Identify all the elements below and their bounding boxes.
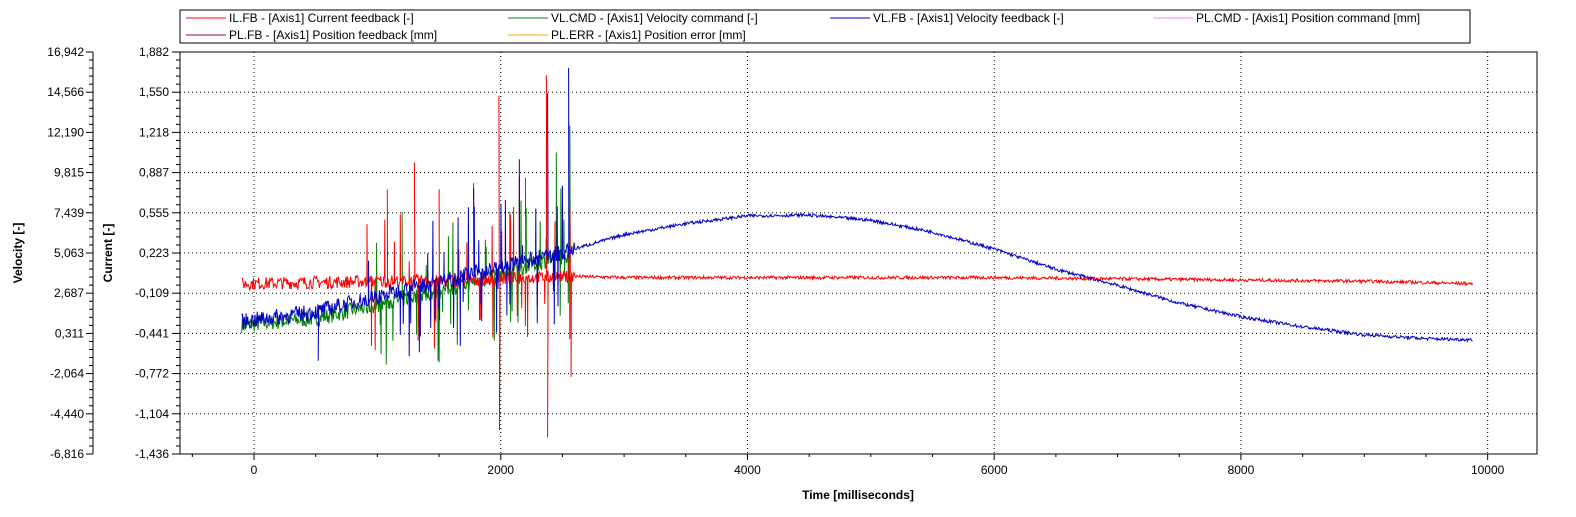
x-tick-label: 2000 — [487, 463, 514, 477]
legend-item: PL.FB - [Axis1] Position feedback [mm] — [186, 28, 437, 42]
current-tick-label: -0,109 — [135, 286, 169, 300]
series-line — [241, 125, 572, 431]
x-tick-label: 8000 — [1228, 463, 1255, 477]
legend: IL.FB - [Axis1] Current feedback [-] VL.… — [179, 9, 1471, 44]
current-tick-label: 0,555 — [139, 206, 169, 220]
legend-item: PL.CMD - [Axis1] Position command [mm] — [1153, 11, 1420, 25]
current-axis-title: Current [-] — [101, 224, 115, 283]
x-tick-label: 0 — [251, 463, 258, 477]
x-axis-title: Time [milliseconds] — [802, 488, 914, 502]
x-tick-label: 6000 — [981, 463, 1008, 477]
velocity-tick-label: -2,064 — [50, 367, 84, 381]
velocity-tick-label: 12,190 — [47, 125, 84, 139]
series-layer — [241, 67, 1474, 438]
current-tick-label: -1,436 — [135, 447, 169, 461]
current-tick-label: 1,882 — [139, 45, 169, 59]
current-tick-label: 0,887 — [139, 166, 169, 180]
legend-item: VL.FB - [Axis1] Velocity feedback [-] — [830, 11, 1064, 25]
current-tick-label: 1,218 — [139, 125, 169, 139]
velocity-tick-label: 7,439 — [54, 206, 84, 220]
velocity-tick-label: 2,687 — [54, 286, 84, 300]
velocity-tick-label: 0,311 — [55, 326, 84, 340]
legend-item: VL.CMD - [Axis1] Velocity command [-] — [508, 11, 758, 25]
velocity-axis-title: Velocity [-] — [11, 223, 25, 284]
current-tick-label: -0,772 — [135, 367, 169, 381]
velocity-tick-label: -4,440 — [50, 407, 84, 421]
legend-label: PL.CMD - [Axis1] Position command [mm] — [1196, 11, 1420, 25]
x-tick-label: 10000 — [1471, 463, 1505, 477]
legend-label: VL.FB - [Axis1] Velocity feedback [-] — [873, 11, 1064, 25]
legend-item: IL.FB - [Axis1] Current feedback [-] — [186, 11, 414, 25]
current-tick-label: 1,550 — [139, 85, 169, 99]
legend-box — [179, 9, 1471, 44]
current-tick-label: -1,104 — [135, 407, 169, 421]
current-tick-label: 0,223 — [139, 246, 169, 260]
legend-item: PL.ERR - [Axis1] Position error [mm] — [508, 28, 746, 42]
velocity-tick-label: 16,942 — [47, 45, 84, 59]
x-tick-label: 4000 — [734, 463, 761, 477]
series-line — [241, 67, 1473, 361]
current-tick-label: -0,441 — [135, 326, 169, 340]
velocity-tick-label: -6,816 — [50, 447, 84, 461]
velocity-tick-label: 5,063 — [54, 246, 84, 260]
velocity-tick-label: 14,566 — [47, 85, 84, 99]
legend-label: PL.FB - [Axis1] Position feedback [mm] — [229, 28, 437, 42]
legend-label: PL.ERR - [Axis1] Position error [mm] — [551, 28, 746, 42]
legend-label: VL.CMD - [Axis1] Velocity command [-] — [551, 11, 758, 25]
series-line — [241, 75, 1474, 438]
axes: 16,942 1,882 14,566 1,550 12,190 1,218 9,815 0,… — [47, 45, 1504, 477]
legend-label: IL.FB - [Axis1] Current feedback [-] — [229, 11, 414, 25]
velocity-tick-label: 9,815 — [54, 166, 84, 180]
